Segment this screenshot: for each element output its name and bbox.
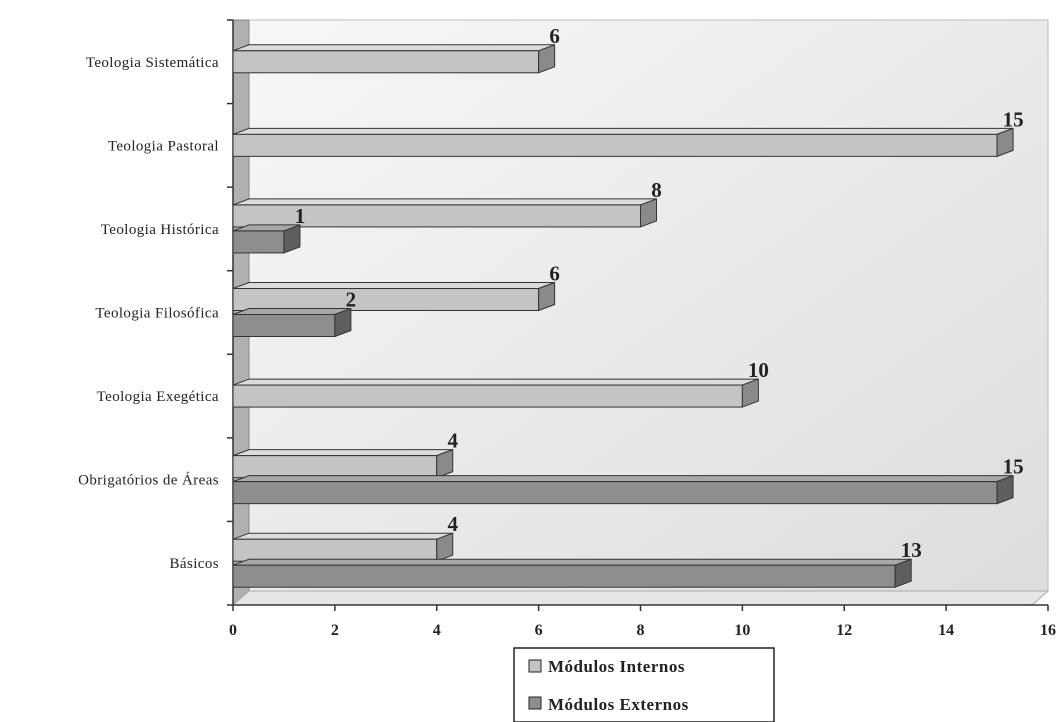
bar-front-face	[232, 564, 896, 588]
bar-side-face	[741, 378, 759, 408]
bar-data-label: 10	[748, 358, 769, 382]
bar-top-face	[232, 449, 453, 457]
bar-data-label: 4	[448, 512, 459, 536]
y-category-label: Teologia Pastoral	[108, 138, 219, 154]
bar-modulos-externos	[232, 558, 912, 588]
bar-data-label: 1	[295, 204, 306, 228]
y-category-label: Teologia Histórica	[101, 222, 219, 238]
bar-side-face	[996, 127, 1014, 158]
y-category-label: Teologia Filosófica	[95, 306, 219, 322]
axes: 0 2 4 6 8 10 12 14 16	[227, 19, 1056, 639]
x-tick-label: 6	[535, 622, 543, 639]
bar-data-label: 4	[448, 429, 459, 453]
bar-side-face	[436, 532, 454, 562]
y-category-label: Teologia Exegética	[97, 389, 219, 405]
bar-front-face	[232, 314, 336, 337]
legend-swatch-externos	[528, 696, 542, 710]
bar-side-face	[996, 474, 1014, 505]
bar-data-label: 15	[1003, 455, 1024, 479]
bar-top-face	[232, 558, 912, 566]
legend-swatch-internos	[528, 659, 542, 673]
bar-data-label: 13	[901, 538, 922, 562]
x-tick-label: 4	[433, 622, 441, 639]
bar-data-label: 6	[549, 262, 560, 286]
bar-modulos-internos	[232, 127, 1014, 158]
bar-side-face	[283, 224, 301, 254]
bar-front-face	[232, 230, 285, 254]
x-tick-label: 12	[836, 622, 852, 639]
x-tick-label: 14	[938, 622, 954, 639]
labels: Teologia Sistemática Teologia Pastoral Teo…	[78, 24, 1023, 572]
bar-data-label: 2	[346, 288, 357, 312]
bar-top-face	[232, 44, 555, 52]
x-tick-label: 16	[1040, 622, 1056, 639]
bar-front-face	[232, 133, 998, 157]
y-category-label: Teologia Sistemática	[86, 55, 219, 71]
bar-top-face	[232, 282, 555, 289]
bar-modulos-internos	[232, 448, 454, 479]
bar-side-face	[538, 281, 556, 312]
plot-back-wall	[231, 19, 1050, 607]
bar-modulos-internos	[232, 378, 759, 408]
bar-data-label: 6	[549, 24, 560, 48]
bar-side-face	[538, 44, 556, 74]
bar-side-face	[640, 198, 657, 228]
bar-front-face	[232, 481, 998, 505]
bar-front-face	[232, 538, 438, 562]
bar-top-face	[232, 308, 352, 315]
bar-top-face	[232, 127, 1014, 135]
legend: Módulos Internos Módulos Externos	[513, 647, 775, 722]
bar-side-face	[894, 558, 912, 588]
legend-label-externos: Módulos Externos	[548, 695, 689, 714]
bar-top-face	[232, 475, 1014, 483]
x-tick-label: 8	[637, 622, 645, 639]
legend-label-internos: Módulos Internos	[548, 657, 685, 676]
y-category-label: Básicos	[170, 556, 219, 572]
x-tick-label: 10	[734, 622, 750, 639]
bar-front-face	[232, 288, 540, 311]
bar-side-face	[436, 448, 454, 479]
bar-top-face	[232, 378, 759, 386]
bar-modulos-internos	[232, 281, 556, 312]
bar-top-face	[232, 532, 453, 540]
bar-front-face	[232, 384, 743, 408]
bar-modulos-externos	[232, 307, 352, 338]
bar-front-face	[232, 50, 540, 74]
x-tick-label: 0	[229, 622, 237, 639]
bar-modulos-externos	[232, 224, 301, 254]
bar-data-label: 15	[1003, 107, 1024, 131]
bar-side-face	[334, 307, 352, 338]
bar-modulos-internos	[232, 44, 556, 74]
legend-box	[513, 647, 775, 722]
bars	[232, 44, 1014, 588]
bar-modulos-internos	[232, 532, 454, 562]
bar-modulos-externos	[232, 474, 1014, 505]
bar-front-face	[232, 455, 438, 479]
plot-floor	[231, 590, 1050, 606]
y-category-label: Obrigatórios de Áreas	[78, 472, 219, 489]
bar-modulos-internos	[232, 198, 657, 228]
x-tick-label: 2	[331, 622, 339, 639]
bar-data-label: 8	[651, 178, 662, 202]
